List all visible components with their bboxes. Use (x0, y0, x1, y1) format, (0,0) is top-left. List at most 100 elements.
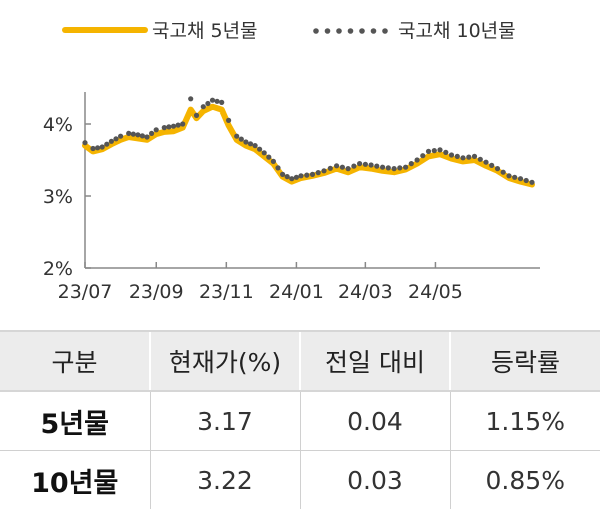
table-row: 10년물 3.22 0.03 0.85% (0, 451, 600, 509)
series-point-10y (100, 144, 105, 149)
series-point-10y (409, 161, 414, 166)
legend-dot (382, 28, 388, 34)
series-point-10y (334, 163, 339, 168)
series-point-10y (234, 134, 239, 139)
series-point-10y (489, 163, 494, 168)
series-point-10y (455, 154, 460, 159)
series-point-10y (149, 131, 154, 136)
series-point-10y (524, 178, 529, 183)
series-point-10y (194, 113, 199, 118)
table-row: 5년물 3.17 0.04 1.15% (0, 391, 600, 451)
series-point-10y (392, 166, 397, 171)
series-point-10y (518, 176, 523, 181)
series-point-10y (321, 168, 326, 173)
series-point-10y (140, 133, 145, 138)
header-category: 구분 (0, 331, 150, 391)
series-point-10y (426, 149, 431, 154)
series-point-10y (188, 96, 193, 101)
series-point-10y (316, 170, 321, 175)
series-point-10y (131, 132, 136, 137)
series-point-10y (415, 157, 420, 162)
x-tick-label: 23/09 (129, 281, 184, 303)
series-point-10y (472, 154, 477, 159)
legend-label-5y: 국고채 5년물 (152, 20, 258, 42)
series-point-10y (298, 173, 303, 178)
series-point-10y (512, 175, 517, 180)
series-point-10y (257, 147, 262, 152)
series-point-10y (118, 134, 123, 139)
series-point-10y (166, 124, 171, 129)
legend-dot (359, 28, 365, 34)
legend-dot (313, 28, 319, 34)
series-point-10y (262, 150, 267, 155)
row-label: 10년물 (0, 451, 150, 509)
series-point-10y (495, 166, 500, 171)
series-point-10y (210, 98, 215, 103)
plot-area (82, 96, 534, 185)
x-tick-label: 23/11 (199, 281, 254, 303)
series-point-10y (180, 121, 185, 126)
series-point-10y (154, 127, 159, 132)
legend-label-10y: 국고채 10년물 (398, 20, 516, 42)
series-point-10y (346, 166, 351, 171)
series-point-10y (271, 159, 276, 164)
series-point-10y (289, 176, 294, 181)
chart-legend: 국고채 5년물 국고채 10년물 (65, 20, 516, 42)
series-point-10y (201, 104, 206, 109)
series-point-10y (340, 165, 345, 170)
series-point-10y (248, 141, 253, 146)
series-point-10y (162, 125, 167, 130)
y-tick-label: 3% (43, 186, 73, 208)
series-point-10y (374, 164, 379, 169)
series-point-10y (285, 174, 290, 179)
series-point-10y (304, 173, 309, 178)
y-axis-ticks: 4% 3% 2% (43, 114, 91, 280)
series-point-10y (126, 131, 131, 136)
x-tick-label: 23/07 (58, 281, 113, 303)
change-rate-cell: 1.15% (450, 391, 600, 451)
yield-summary-table: 구분 현재가(%) 전일 대비 등락률 5년물 3.17 0.04 1.15% … (0, 330, 600, 509)
y-tick-label: 4% (43, 114, 73, 136)
series-point-10y (478, 157, 483, 162)
legend-dot (325, 28, 331, 34)
series-point-10y (369, 162, 374, 167)
table-header-row: 구분 현재가(%) 전일 대비 등락률 (0, 331, 600, 391)
series-point-10y (253, 143, 258, 148)
series-point-10y (104, 142, 109, 147)
y-tick-label: 2% (43, 258, 73, 280)
series-point-10y (294, 175, 299, 180)
series-point-10y (113, 136, 118, 141)
series-point-10y (363, 162, 368, 167)
series-point-10y (397, 165, 402, 170)
series-point-10y (280, 172, 285, 177)
series-point-10y (90, 146, 95, 151)
series-point-10y (215, 99, 220, 104)
series-point-10y (176, 123, 181, 128)
series-point-10y (205, 101, 210, 106)
daily-change-cell: 0.04 (300, 391, 450, 451)
series-point-10y (443, 150, 448, 155)
series-point-10y (239, 137, 244, 142)
series-point-10y (449, 152, 454, 157)
legend-dot (336, 28, 342, 34)
yield-chart: 국고채 5년물 국고채 10년물 4% 3% 2% 23/07 23/09 23/11 2… (0, 0, 600, 320)
series-point-10y (357, 161, 362, 166)
series-point-10y (219, 100, 224, 105)
legend-dot (371, 28, 377, 34)
series-point-10y (506, 173, 511, 178)
legend-swatch-10y (313, 28, 388, 34)
series-point-10y (135, 132, 140, 137)
header-current-price: 현재가(%) (150, 331, 300, 391)
header-change-rate: 등락률 (450, 331, 600, 391)
series-point-10y (226, 118, 231, 123)
header-change-vs-prev: 전일 대비 (300, 331, 450, 391)
x-tick-label: 24/03 (338, 281, 393, 303)
series-point-10y (501, 170, 506, 175)
series-point-10y (109, 139, 114, 144)
legend-dot (348, 28, 354, 34)
series-point-10y (82, 140, 87, 145)
row-label: 5년물 (0, 391, 150, 451)
series-point-10y (266, 155, 271, 160)
series-point-10y (351, 164, 356, 169)
series-point-10y (243, 139, 248, 144)
